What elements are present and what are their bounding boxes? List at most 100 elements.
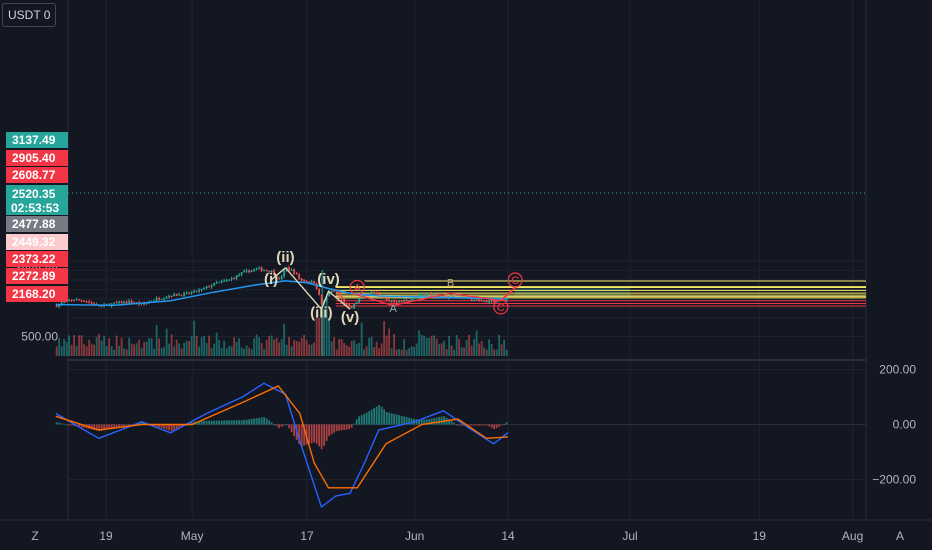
volume-bar xyxy=(448,335,451,356)
macd-histogram-bar xyxy=(128,424,131,426)
candle-body xyxy=(333,290,336,292)
volume-bar xyxy=(113,349,116,356)
macd-histogram-bar xyxy=(200,421,203,425)
macd-histogram-bar xyxy=(113,424,116,429)
candle-body xyxy=(58,304,61,307)
volume-bar xyxy=(298,341,301,356)
macd-histogram-bar xyxy=(293,424,296,437)
volume-bar xyxy=(493,349,496,356)
macd-histogram-bar xyxy=(265,418,268,425)
correction-line xyxy=(357,292,501,307)
macd-histogram-bar xyxy=(485,424,488,426)
volume-bar xyxy=(468,334,471,356)
candle-body xyxy=(215,282,218,284)
volume-bar xyxy=(470,345,473,356)
macd-histogram-bar xyxy=(323,424,326,447)
macd-histogram-bar xyxy=(435,417,438,425)
candle-body xyxy=(455,295,458,297)
time-tick-label: 19 xyxy=(99,529,113,543)
macd-histogram-bar xyxy=(205,420,208,425)
volume-bar xyxy=(123,348,126,356)
volume-bar xyxy=(75,345,78,356)
volume-bar xyxy=(78,335,81,356)
macd-histogram-bar xyxy=(275,424,278,427)
macd-histogram-bar xyxy=(90,424,93,430)
volume-bar xyxy=(175,339,178,356)
macd-histogram-bar xyxy=(98,424,101,431)
time-tick-label: 17 xyxy=(300,529,314,543)
time-tick-label: 14 xyxy=(501,529,515,543)
macd-histogram-bar xyxy=(140,422,143,425)
macd-histogram-bar xyxy=(403,416,406,425)
elliott-wave-line xyxy=(270,267,286,281)
volume-bar xyxy=(100,340,103,356)
candle-body xyxy=(163,298,166,300)
macd-tick-label: 200.00 xyxy=(879,363,916,377)
candle-body xyxy=(330,290,333,293)
macd-histogram-bar xyxy=(458,424,461,426)
macd-histogram-bar xyxy=(425,419,428,425)
volume-bar xyxy=(383,321,386,356)
volume-bar xyxy=(185,340,188,356)
candle-body xyxy=(165,297,168,299)
macd-histogram-bar xyxy=(225,420,228,425)
volume-bar xyxy=(70,344,73,356)
macd-histogram-bar xyxy=(175,424,178,429)
candles xyxy=(55,265,508,310)
macd-histogram-bar xyxy=(103,424,106,431)
volume-bar xyxy=(283,323,286,356)
volume-bar xyxy=(118,345,121,356)
macd-histogram-bar xyxy=(320,424,323,450)
volume-bar xyxy=(215,332,218,356)
volume-bar xyxy=(345,345,348,356)
macd-histogram-bar xyxy=(263,417,266,425)
volume-bar xyxy=(83,344,86,356)
macd-histogram-bar xyxy=(373,408,376,425)
macd-histogram-bar xyxy=(493,424,496,430)
macd-histogram-bar xyxy=(495,424,498,429)
candle-body xyxy=(193,290,196,293)
candle-body xyxy=(93,303,96,305)
candle-body xyxy=(430,293,433,295)
macd-histogram-bar xyxy=(360,415,363,425)
candle-body xyxy=(160,298,163,300)
candle-body xyxy=(230,278,233,280)
candle-body xyxy=(483,301,486,303)
volume-bar xyxy=(321,270,324,356)
candle-body xyxy=(253,269,256,271)
candle-body xyxy=(100,305,103,307)
macd-histogram-bar xyxy=(450,420,453,425)
price-tag xyxy=(6,167,68,183)
candle-body xyxy=(258,267,261,269)
macd-histogram-bar xyxy=(138,423,141,425)
volume-bar xyxy=(400,349,403,356)
volume-bar xyxy=(438,344,441,356)
candle-body xyxy=(450,295,453,297)
volume-bar xyxy=(260,343,263,356)
macd-histogram-bar xyxy=(455,424,458,426)
macd-histogram-bar xyxy=(100,424,103,431)
macd-histogram-bar xyxy=(163,424,166,429)
volume-bar xyxy=(55,346,58,356)
macd-histogram-bar xyxy=(365,412,368,425)
auto-scale-button[interactable]: A xyxy=(896,529,904,543)
candle-body xyxy=(153,300,156,302)
volume-bar xyxy=(300,337,303,356)
macd-histogram-bar xyxy=(240,420,243,425)
candle-body xyxy=(373,292,376,294)
macd-histogram-bar xyxy=(385,411,388,425)
volume-bar xyxy=(205,343,208,356)
currency-badge[interactable]: USDT 0 xyxy=(2,3,57,27)
macd-histogram-bar xyxy=(498,424,501,427)
volume-bar xyxy=(90,343,93,356)
zoom-button[interactable]: Z xyxy=(31,529,38,543)
macd-histogram-bar xyxy=(415,419,418,425)
volume-bar xyxy=(318,318,321,356)
candle-body xyxy=(395,302,398,304)
price-tag xyxy=(6,132,68,148)
macd-histogram-bar xyxy=(83,424,86,428)
wave-circle xyxy=(507,272,523,288)
volume-bar xyxy=(250,349,253,356)
